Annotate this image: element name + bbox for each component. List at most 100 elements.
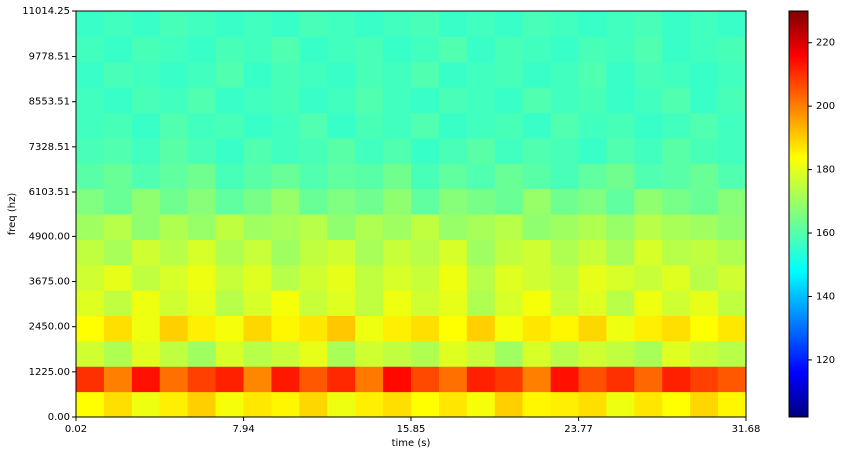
- spectrogram-cell: [494, 391, 524, 418]
- spectrogram-cell: [327, 366, 356, 393]
- spectrogram-cell: [327, 239, 356, 266]
- spectrogram-cell: [662, 11, 691, 37]
- spectrogram-cell: [355, 340, 384, 367]
- spectrogram-cell: [411, 163, 440, 190]
- x-tick-label: 23.77: [564, 424, 593, 435]
- spectrogram-cell: [159, 239, 189, 266]
- heatmap: [76, 11, 747, 418]
- spectrogram-cell: [76, 239, 105, 266]
- spectrogram-cell: [411, 239, 440, 266]
- spectrogram-cell: [271, 61, 300, 88]
- spectrogram-cell: [606, 290, 635, 316]
- spectrogram-cell: [159, 391, 189, 418]
- spectrogram-cell: [103, 163, 133, 190]
- spectrogram-cell: [411, 340, 440, 367]
- spectrogram-cell: [271, 239, 300, 266]
- spectrogram-cell: [159, 137, 189, 164]
- spectrogram-cell: [299, 163, 328, 190]
- spectrogram-cell: [103, 11, 133, 37]
- spectrogram-cell: [383, 112, 412, 139]
- spectrogram-cell: [494, 11, 524, 37]
- spectrogram-cell: [466, 11, 496, 37]
- spectrogram-cell: [215, 11, 244, 37]
- spectrogram-cell: [103, 137, 133, 164]
- spectrogram-cell: [634, 391, 663, 418]
- spectrogram-cell: [634, 87, 663, 113]
- spectrogram-cell: [187, 163, 217, 190]
- spectrogram-cell: [662, 290, 691, 316]
- spectrogram-cell: [383, 61, 412, 88]
- spectrogram-cell: [494, 366, 524, 393]
- spectrogram-cell: [187, 264, 217, 291]
- spectrogram-cell: [718, 87, 747, 113]
- spectrogram-cell: [131, 214, 161, 240]
- spectrogram-cell: [103, 315, 133, 342]
- spectrogram-cell: [411, 391, 440, 418]
- spectrogram-cell: [690, 239, 719, 266]
- spectrogram-cell: [662, 112, 691, 139]
- spectrogram-cell: [187, 391, 217, 418]
- spectrogram-cell: [522, 11, 552, 37]
- spectrogram-cell: [718, 340, 747, 367]
- spectrogram-cell: [215, 239, 244, 266]
- spectrogram-cell: [76, 391, 105, 418]
- spectrogram-cell: [522, 214, 552, 240]
- spectrogram-cell: [718, 239, 747, 266]
- spectrogram-cell: [494, 61, 524, 88]
- colorbar-tick-label: 120: [816, 355, 835, 366]
- spectrogram-cell: [271, 87, 300, 113]
- spectrogram-cell: [327, 11, 356, 37]
- x-tick-label: 15.85: [397, 424, 426, 435]
- spectrogram-cell: [466, 239, 496, 266]
- spectrogram-cell: [103, 366, 133, 393]
- spectrogram-cell: [634, 214, 663, 240]
- spectrogram-cell: [606, 112, 635, 139]
- spectrogram-cell: [187, 290, 217, 316]
- y-tick-label: 4900.00: [29, 231, 70, 242]
- spectrogram-cell: [76, 340, 105, 367]
- spectrogram-cell: [494, 137, 524, 164]
- spectrogram-cell: [159, 340, 189, 367]
- spectrogram-cell: [662, 87, 691, 113]
- spectrogram-cell: [550, 61, 579, 88]
- spectrogram-cell: [103, 188, 133, 215]
- spectrogram-cell: [187, 239, 217, 266]
- spectrogram-cell: [299, 87, 328, 113]
- spectrogram-cell: [690, 315, 719, 342]
- spectrogram-cell: [243, 214, 272, 240]
- spectrogram-cell: [578, 315, 607, 342]
- spectrogram-cell: [215, 214, 244, 240]
- spectrogram-cell: [522, 188, 552, 215]
- spectrogram-cell: [662, 264, 691, 291]
- spectrogram-cell: [690, 11, 719, 37]
- spectrogram-cell: [355, 290, 384, 316]
- spectrogram-cell: [299, 340, 328, 367]
- spectrogram-cell: [131, 163, 161, 190]
- spectrogram-cell: [718, 290, 747, 316]
- spectrogram-cell: [327, 214, 356, 240]
- spectrogram-cell: [522, 340, 552, 367]
- spectrogram-cell: [355, 214, 384, 240]
- spectrogram-cell: [522, 112, 552, 139]
- spectrogram-cell: [718, 214, 747, 240]
- spectrogram-cell: [383, 188, 412, 215]
- colorbar-tick-label: 140: [816, 291, 835, 302]
- spectrogram-cell: [411, 11, 440, 37]
- spectrogram-cell: [131, 290, 161, 316]
- spectrogram-cell: [131, 112, 161, 139]
- spectrogram-cell: [243, 391, 272, 418]
- spectrogram-cell: [411, 264, 440, 291]
- spectrogram-cell: [578, 112, 607, 139]
- spectrogram-cell: [327, 36, 356, 63]
- spectrogram-cell: [466, 112, 496, 139]
- spectrogram-cell: [438, 214, 468, 240]
- spectrogram-cell: [634, 36, 663, 63]
- spectrogram-cell: [327, 188, 356, 215]
- spectrogram-cell: [327, 391, 356, 418]
- y-tick-label: 6103.51: [29, 187, 70, 198]
- spectrogram-cell: [383, 87, 412, 113]
- spectrogram-cell: [383, 239, 412, 266]
- spectrogram-cell: [578, 366, 607, 393]
- spectrogram-cell: [76, 137, 105, 164]
- spectrogram-cell: [690, 188, 719, 215]
